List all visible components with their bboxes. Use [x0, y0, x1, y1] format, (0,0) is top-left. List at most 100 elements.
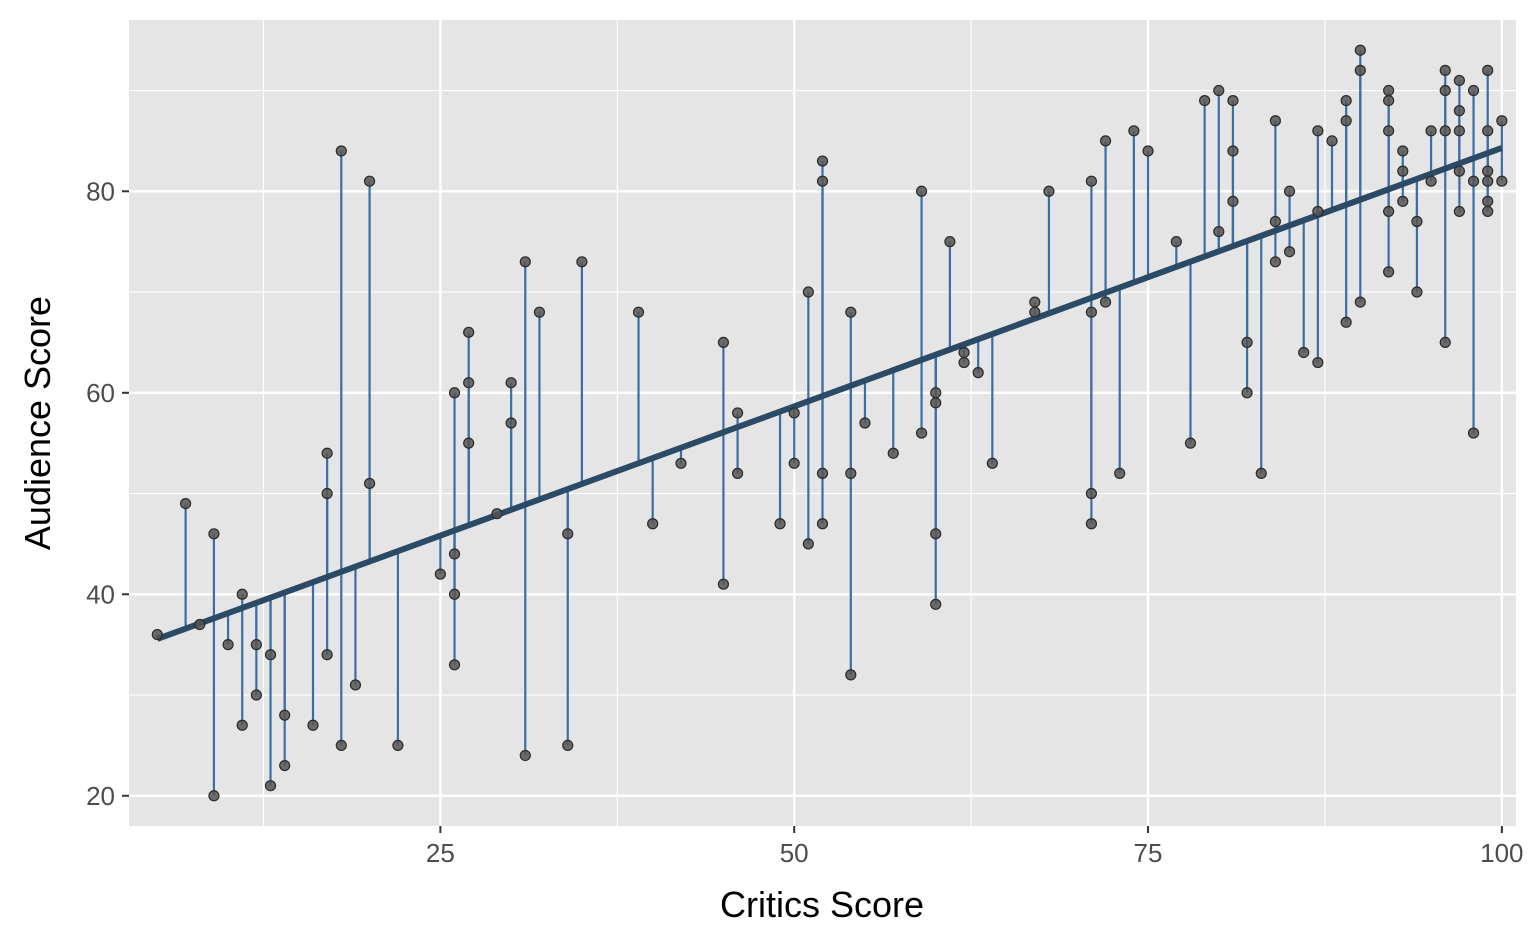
data-point	[448, 387, 461, 399]
data-point	[859, 417, 871, 429]
y-tick-label: 20	[86, 781, 115, 811]
data-point	[1199, 94, 1211, 107]
data-point	[1453, 105, 1465, 117]
data-point	[533, 306, 546, 318]
data-point	[1283, 246, 1296, 258]
data-point	[802, 538, 814, 550]
data-point	[1383, 94, 1395, 107]
data-point	[845, 669, 857, 681]
regression-line-group	[156, 145, 1503, 642]
data-point	[788, 407, 800, 419]
data-point	[364, 477, 376, 490]
data-point	[930, 397, 942, 409]
data-point	[321, 649, 333, 661]
data-point	[279, 709, 291, 721]
data-point	[1269, 215, 1281, 228]
data-point	[717, 578, 730, 590]
data-point	[1496, 175, 1508, 187]
data-point	[731, 407, 744, 419]
data-point	[1439, 125, 1451, 137]
data-point	[1397, 165, 1409, 177]
data-point	[1482, 165, 1494, 177]
data-point	[958, 356, 970, 369]
data-point	[1312, 125, 1324, 137]
data-point	[279, 759, 291, 772]
data-point	[1383, 84, 1395, 97]
data-point	[1085, 175, 1098, 187]
data-point	[1312, 205, 1324, 218]
data-point	[1213, 225, 1225, 238]
data-point	[1439, 64, 1451, 76]
data-point	[1383, 125, 1395, 137]
data-point	[972, 367, 984, 379]
data-point	[1397, 195, 1409, 207]
data-point	[1482, 205, 1494, 218]
data-point	[1269, 115, 1281, 127]
data-point	[1213, 84, 1225, 97]
data-point	[1227, 94, 1239, 107]
data-point	[1467, 84, 1480, 97]
data-point	[1227, 195, 1239, 207]
data-point	[788, 457, 800, 469]
data-point	[816, 155, 829, 167]
data-point	[816, 518, 829, 530]
data-point	[1184, 437, 1197, 449]
y-tick-label: 80	[86, 176, 115, 206]
data-point	[802, 286, 814, 298]
x-tick-label: 50	[780, 838, 809, 868]
data-point	[448, 588, 461, 600]
data-point	[1397, 145, 1409, 157]
data-point	[448, 548, 461, 560]
data-point	[1029, 306, 1041, 318]
data-point	[1085, 487, 1098, 500]
data-point	[1099, 296, 1112, 308]
data-point	[647, 518, 659, 530]
data-point	[1142, 145, 1154, 157]
data-point	[717, 336, 730, 348]
y-tick-label: 60	[86, 378, 115, 408]
data-point	[1255, 467, 1267, 479]
x-tick-label: 100	[1480, 838, 1523, 868]
data-point	[505, 417, 517, 429]
data-point	[180, 498, 192, 510]
data-point	[1467, 427, 1480, 439]
data-point	[1099, 135, 1112, 147]
data-point	[1467, 175, 1480, 187]
data-point	[1114, 467, 1126, 479]
data-point	[1439, 84, 1451, 97]
data-point	[208, 528, 220, 540]
data-point	[958, 346, 970, 359]
data-point	[816, 175, 829, 187]
data-point	[1298, 346, 1310, 359]
data-point	[915, 185, 928, 197]
data-point	[1482, 195, 1494, 207]
data-point	[463, 437, 475, 449]
data-points	[151, 44, 1508, 802]
data-point	[845, 467, 857, 479]
data-point	[1085, 518, 1098, 530]
x-tick-label: 25	[426, 838, 455, 868]
data-point	[1241, 336, 1253, 348]
data-point	[519, 256, 531, 268]
data-point	[236, 588, 248, 600]
data-point	[1128, 125, 1140, 137]
data-point	[392, 739, 404, 752]
data-point	[1482, 64, 1494, 76]
data-point	[1340, 115, 1352, 127]
data-point	[335, 145, 347, 157]
data-point	[222, 639, 234, 651]
data-point	[675, 457, 687, 469]
data-point	[151, 628, 163, 641]
data-point	[1340, 316, 1352, 328]
data-point	[1312, 356, 1324, 369]
data-point	[349, 679, 362, 691]
data-point	[930, 598, 942, 610]
data-point	[1453, 125, 1465, 137]
data-point	[1043, 185, 1055, 197]
data-point	[1241, 387, 1253, 399]
data-point	[1439, 336, 1451, 348]
data-point	[774, 518, 786, 530]
regression-line	[156, 145, 1503, 642]
data-point	[194, 618, 206, 631]
data-point	[448, 659, 461, 671]
